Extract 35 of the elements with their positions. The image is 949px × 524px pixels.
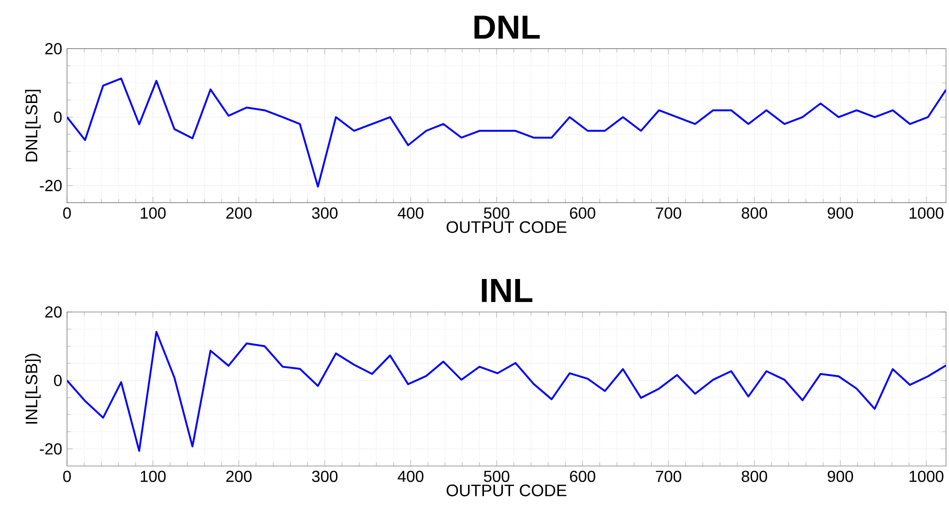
x-axis-title: OUTPUT CODE	[446, 484, 566, 496]
x-tick-label: 900	[828, 470, 854, 482]
x-tick-label: 1000	[910, 470, 944, 482]
x-tick-label: 600	[570, 470, 596, 482]
x-tick-label: 100	[140, 470, 166, 482]
y-axis-title: DNL[LSB]	[25, 90, 41, 162]
x-tick-label: 600	[570, 207, 596, 219]
x-tick-label: 900	[828, 207, 854, 219]
x-tick-label: 500	[484, 470, 510, 482]
chart-title: INL	[482, 279, 532, 302]
x-tick-label: 0	[63, 207, 71, 219]
x-tick-label: 700	[656, 207, 682, 219]
y-axis-title: INL[LSB])	[25, 354, 41, 424]
x-tick-label: 300	[312, 470, 338, 482]
x-tick-label: 800	[742, 470, 768, 482]
x-tick-label: 700	[656, 470, 682, 482]
x-tick-label: 400	[398, 470, 424, 482]
x-tick-label: 200	[226, 207, 252, 219]
x-tick-label: 200	[226, 470, 252, 482]
y-tick-label: 0	[54, 111, 62, 123]
x-tick-label: 500	[484, 207, 510, 219]
chart-title: DNL	[474, 16, 540, 39]
x-tick-label: 100	[140, 207, 166, 219]
y-tick-label: 0	[54, 374, 62, 386]
x-tick-label: 300	[312, 207, 338, 219]
line-series	[67, 330, 946, 452]
x-axis-title: OUTPUT CODE	[446, 221, 566, 234]
x-tick-label: 0	[63, 470, 71, 482]
y-tick-label: 20	[45, 43, 62, 54]
x-tick-label: 400	[398, 207, 424, 219]
x-tick-label: 1000	[910, 207, 944, 219]
y-tick-label: -20	[40, 180, 62, 192]
y-tick-label: 20	[45, 306, 62, 318]
y-tick-label: -20	[40, 443, 62, 455]
x-tick-label: 800	[742, 207, 768, 219]
